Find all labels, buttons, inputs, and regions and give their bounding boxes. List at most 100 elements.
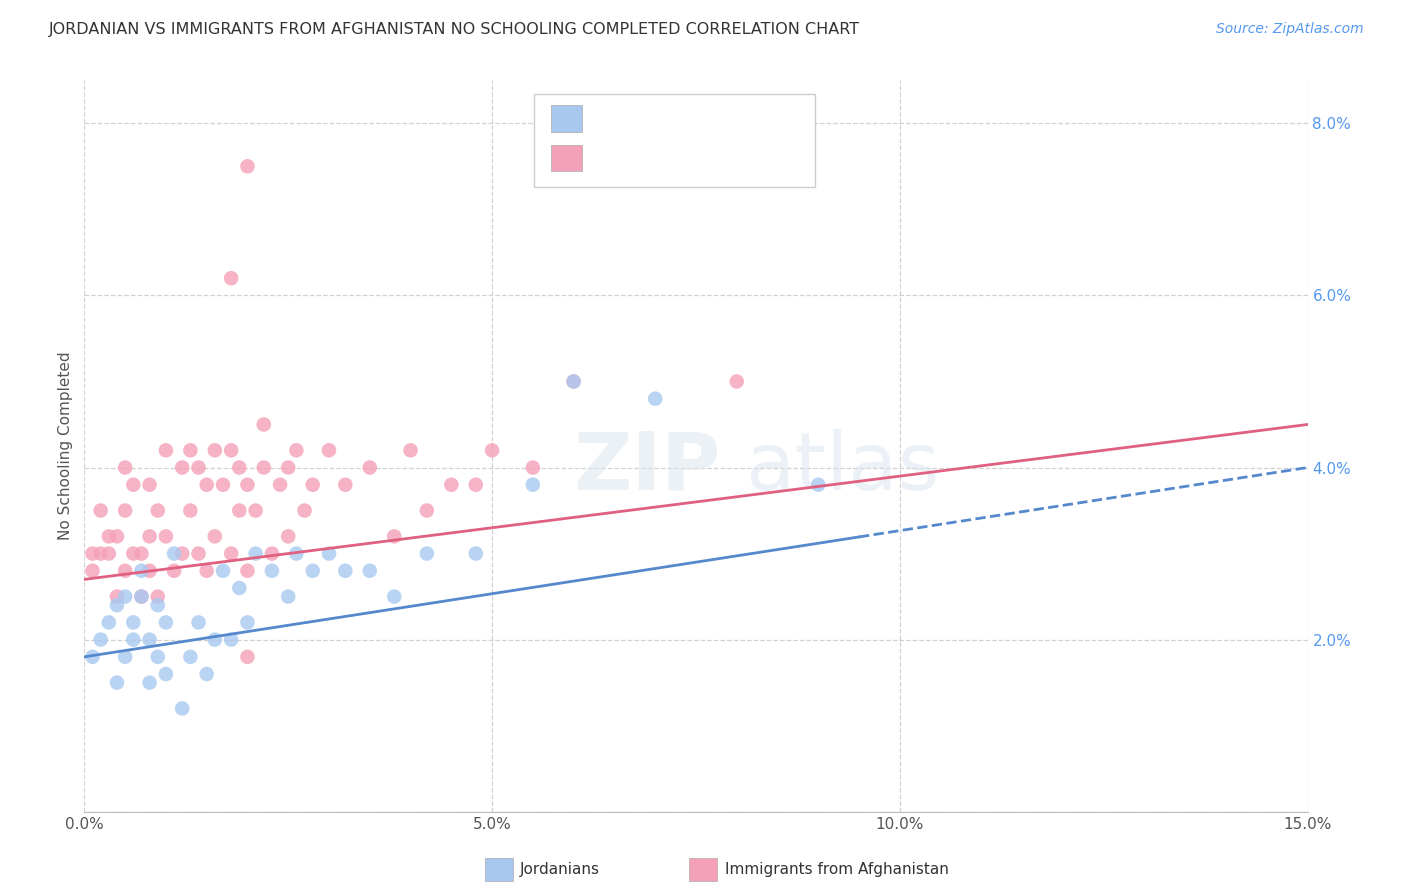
Point (155, 443, 177, 458)
Point (97, 529, 120, 543)
Point (464, 477, 486, 491)
Point (236, 615, 259, 630)
Point (301, 477, 323, 491)
Point (228, 503, 250, 517)
Point (179, 503, 201, 517)
Text: Source: ZipAtlas.com: Source: ZipAtlas.com (1216, 22, 1364, 37)
Point (90, 503, 112, 517)
Point (105, 598, 128, 612)
Point (90, 547, 112, 561)
Point (146, 598, 169, 612)
Point (82, 564, 104, 578)
Point (285, 443, 308, 458)
Text: R =: R = (591, 110, 627, 128)
Point (204, 529, 226, 543)
Point (114, 590, 136, 604)
Point (122, 615, 145, 630)
Point (294, 503, 316, 517)
Point (562, 375, 585, 389)
Point (382, 590, 405, 604)
Point (285, 547, 308, 561)
Text: Jordanians: Jordanians (520, 863, 600, 877)
Point (277, 590, 299, 604)
Text: R =: R = (591, 149, 627, 167)
Point (204, 443, 226, 458)
Point (163, 547, 186, 561)
Point (179, 649, 201, 664)
Point (359, 460, 381, 475)
Point (481, 443, 503, 458)
Point (253, 460, 276, 475)
Point (228, 460, 250, 475)
Point (464, 547, 486, 561)
Point (440, 477, 463, 491)
Point (807, 477, 830, 491)
Point (90, 632, 112, 647)
Text: 0.322: 0.322 (621, 110, 675, 128)
Point (138, 529, 160, 543)
Point (187, 615, 209, 630)
Point (399, 443, 422, 458)
Point (138, 675, 160, 690)
Text: 42: 42 (700, 110, 724, 128)
Point (172, 460, 194, 475)
Point (335, 477, 357, 491)
Point (187, 460, 209, 475)
Point (269, 477, 291, 491)
Text: 65: 65 (700, 149, 723, 167)
Point (82, 649, 104, 664)
Point (114, 503, 136, 517)
Point (236, 159, 259, 173)
Point (122, 477, 145, 491)
Point (236, 564, 259, 578)
Point (122, 547, 145, 561)
Point (204, 632, 226, 647)
Point (335, 564, 357, 578)
Point (97, 547, 120, 561)
Point (277, 529, 299, 543)
Point (155, 667, 177, 681)
Point (522, 477, 544, 491)
Point (644, 392, 666, 406)
Point (131, 590, 153, 604)
Point (416, 547, 439, 561)
Point (146, 503, 169, 517)
Point (122, 632, 145, 647)
Text: N =: N = (672, 149, 709, 167)
Point (131, 590, 153, 604)
Point (725, 375, 748, 389)
Point (172, 701, 194, 715)
Point (219, 547, 242, 561)
Point (131, 547, 153, 561)
Point (179, 443, 201, 458)
Point (187, 547, 209, 561)
Point (318, 443, 340, 458)
Point (301, 564, 323, 578)
Point (253, 417, 276, 432)
Point (114, 460, 136, 475)
Point (105, 590, 128, 604)
Point (163, 564, 186, 578)
Point (382, 529, 405, 543)
Text: atlas: atlas (745, 429, 939, 507)
Point (212, 477, 235, 491)
Text: ZIP: ZIP (574, 429, 720, 507)
Text: JORDANIAN VS IMMIGRANTS FROM AFGHANISTAN NO SCHOOLING COMPLETED CORRELATION CHAR: JORDANIAN VS IMMIGRANTS FROM AFGHANISTAN… (49, 22, 860, 37)
Point (522, 460, 544, 475)
Point (260, 564, 283, 578)
Point (260, 547, 283, 561)
Point (138, 477, 160, 491)
Text: N =: N = (672, 110, 709, 128)
Point (146, 590, 169, 604)
Point (562, 375, 585, 389)
Text: Immigrants from Afghanistan: Immigrants from Afghanistan (725, 863, 949, 877)
Point (277, 460, 299, 475)
Point (155, 615, 177, 630)
Point (416, 503, 439, 517)
Point (212, 564, 235, 578)
Point (105, 529, 128, 543)
Point (245, 547, 267, 561)
Point (195, 477, 218, 491)
Point (359, 564, 381, 578)
Point (219, 443, 242, 458)
